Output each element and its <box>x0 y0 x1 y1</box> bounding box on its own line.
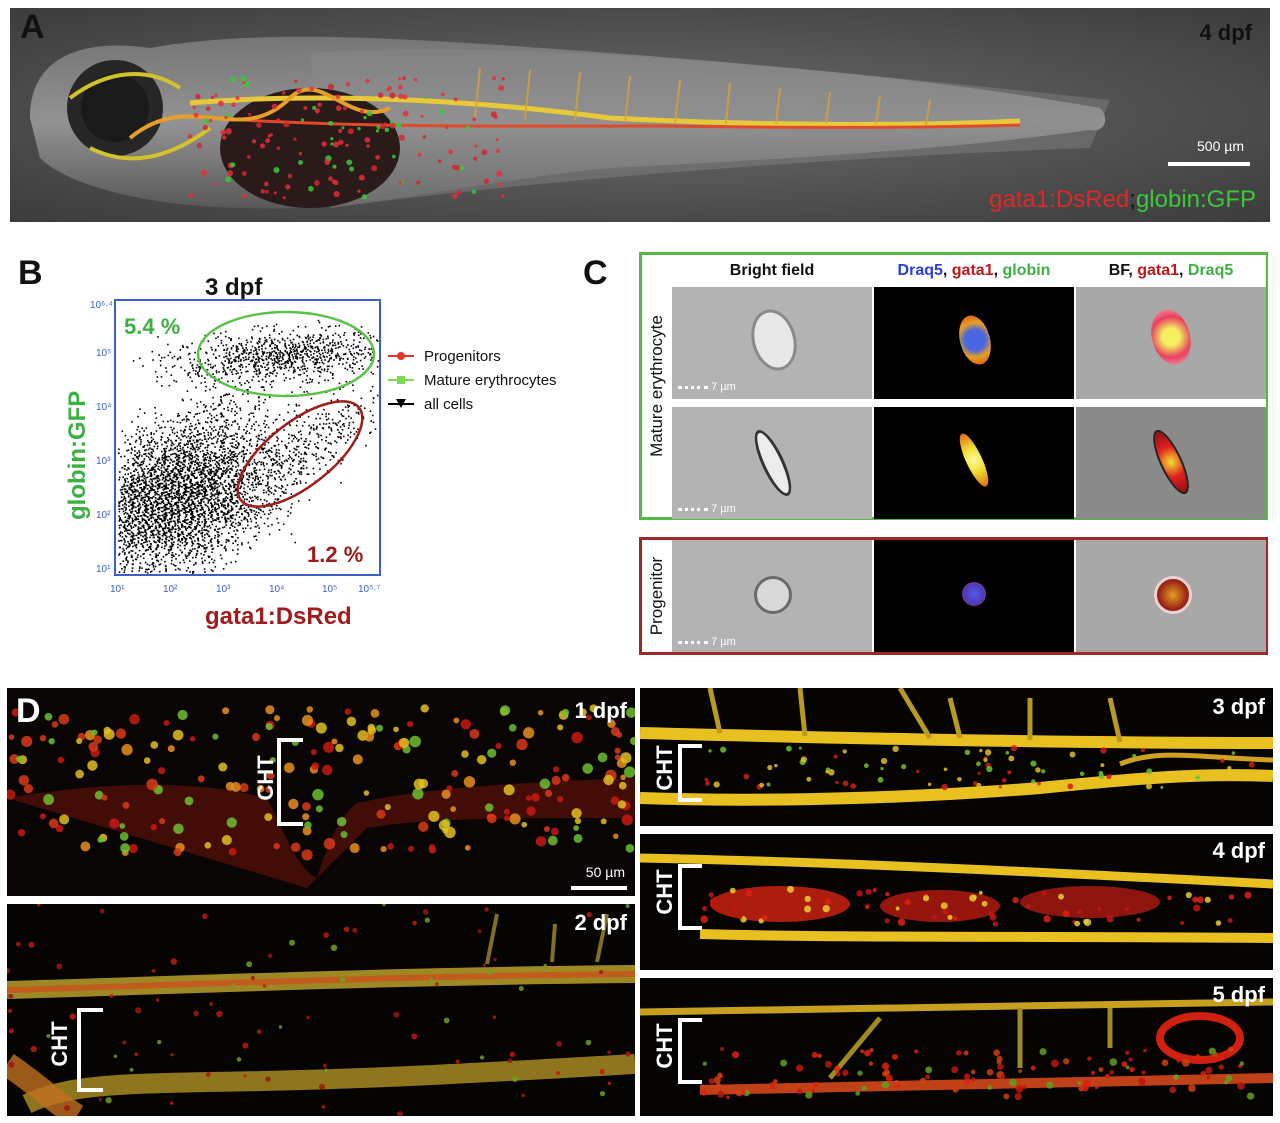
cell-merge-1 <box>1076 287 1266 399</box>
cell-bf-3: 7 µm <box>672 540 872 652</box>
cell-merge-3 <box>1076 540 1266 652</box>
panel-c-progenitor-box: Progenitor 7 µm <box>639 537 1268 655</box>
stage-label-5: 5 dpf <box>1212 982 1265 1007</box>
header-fluorescence: Draq5, gata1, globin <box>874 255 1074 287</box>
legend-marker-black <box>388 399 414 409</box>
cht-bracket-2 <box>77 1008 103 1092</box>
confocal-image-1dpf <box>7 688 635 896</box>
panel-c-mature-box: Mature erythrocyte Bright field Draq5, g… <box>639 252 1268 520</box>
panel-a-letter: A <box>20 8 45 46</box>
y-tick: 10⁴ <box>96 402 111 413</box>
x-axis-label: gata1:DsRed <box>205 603 352 630</box>
panel-a-scale-label: 500 µm <box>1197 138 1244 154</box>
y-axis-label: globin:GFP <box>64 391 91 520</box>
mature-gate-ellipse <box>196 310 376 398</box>
confocal-image-4dpf <box>640 834 1273 970</box>
legend-label: Progenitors <box>424 347 501 365</box>
label-separator: ; <box>1129 186 1136 213</box>
cell-fl-3 <box>874 540 1074 652</box>
panel-d-2dpf: 2 dpf CHT <box>7 904 635 1116</box>
panel-b-stage: 3 dpf <box>205 274 263 301</box>
x-tick: 10⁵·⁷ <box>358 584 381 595</box>
progenitor-gate-percent: 1.2 % <box>307 542 363 567</box>
x-tick: 10² <box>163 584 178 595</box>
legend-item-all: all cells <box>388 392 557 416</box>
legend-marker-red <box>388 351 414 361</box>
cht-bracket-5 <box>678 1018 702 1084</box>
x-tick: 10⁵ <box>322 584 337 595</box>
stage-label-2: 2 dpf <box>574 910 627 935</box>
panel-a-scale-bar <box>1168 162 1250 166</box>
mature-gate-percent: 5.4 % <box>124 314 180 339</box>
cell-merge-2 <box>1076 407 1266 519</box>
x-tick: 10⁴ <box>269 584 284 595</box>
panel-d-4dpf: 4 dpf CHT <box>640 834 1273 970</box>
panel-c-letter: C <box>583 254 608 292</box>
flow-cytometry-plot: 10¹ 10² 10³ 10⁴ 10⁵ 10⁶·⁴ 10¹ 10² 10³ 10… <box>64 299 381 630</box>
cell-bf-2: 7 µm <box>672 407 872 519</box>
row-label-progenitor: Progenitor <box>647 556 666 636</box>
scale-label: 7 µm <box>678 636 736 648</box>
zebrafish-larva-image <box>10 8 1270 222</box>
cht-bracket-4 <box>678 864 702 930</box>
x-tick: 10³ <box>216 584 231 595</box>
scale-bar-d <box>571 886 627 890</box>
cht-bracket-3 <box>678 744 702 802</box>
panel-a-stage: 4 dpf <box>1199 20 1252 45</box>
cell-bf-1: 7 µm <box>672 287 872 399</box>
cell-fl-1 <box>874 287 1074 399</box>
scale-label: 7 µm <box>678 503 736 515</box>
y-tick: 10⁵ <box>96 348 111 359</box>
panel-a-image: 4 dpf 500 µm gata1:DsRed;globin:GFP <box>10 8 1270 222</box>
confocal-image-3dpf <box>640 688 1273 826</box>
header-merge: BF, gata1, Draq5 <box>1076 255 1266 287</box>
legend-label: all cells <box>424 395 474 413</box>
progenitor-gate-ellipse <box>236 400 364 508</box>
y-tick: 10³ <box>96 456 111 467</box>
legend-item-mature: Mature erythrocytes <box>388 368 557 392</box>
scale-label: 7 µm <box>678 381 736 393</box>
y-tick: 10⁶·⁴ <box>90 300 113 311</box>
panel-d-1dpf: 1 dpf CHT 50 µm <box>7 688 635 896</box>
stage-label-4: 4 dpf <box>1212 838 1265 863</box>
gata1-dsred-label: gata1:DsRed <box>989 186 1130 213</box>
legend-item-progenitors: Progenitors <box>388 344 557 368</box>
panel-d-3dpf: 3 dpf CHT <box>640 688 1273 826</box>
stage-label-1: 1 dpf <box>574 698 627 723</box>
x-tick: 10¹ <box>110 584 125 595</box>
scale-label-d: 50 µm <box>585 864 625 880</box>
panel-d-letter: D <box>16 692 41 730</box>
row-label-mature: Mature erythrocyte <box>647 315 666 457</box>
cell-fl-2 <box>874 407 1074 519</box>
stage-label-3: 3 dpf <box>1212 694 1265 719</box>
globin-gfp-label: globin:GFP <box>1135 186 1256 213</box>
panel-a-channel-label: gata1:DsRed;globin:GFP <box>989 186 1256 214</box>
legend-label: Mature erythrocytes <box>424 371 557 389</box>
y-tick: 10² <box>96 510 111 521</box>
panel-b-letter: B <box>18 254 43 292</box>
panel-b-legend: Progenitors Mature erythrocytes all cell… <box>388 344 557 416</box>
legend-marker-green <box>388 375 414 385</box>
cht-bracket-1 <box>277 738 303 826</box>
confocal-image-5dpf <box>640 978 1273 1116</box>
panel-d-container: 1 dpf CHT 50 µm 2 dpf CHT <box>7 688 1273 1116</box>
y-tick: 10¹ <box>96 564 111 575</box>
header-bright-field: Bright field <box>672 255 872 287</box>
panel-d-5dpf: 5 dpf CHT <box>640 978 1273 1116</box>
